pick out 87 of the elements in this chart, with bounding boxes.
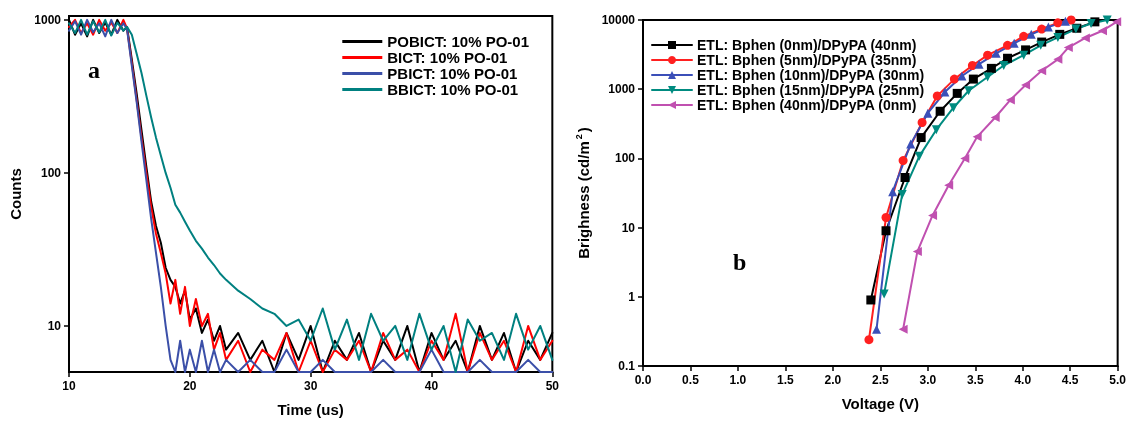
legend-label: ETL: Bphen (10nm)/DPyPA (30nm) — [697, 67, 925, 83]
point — [1026, 29, 1036, 39]
legend-label: BBICT: 10% PO-01 — [387, 81, 519, 98]
point — [898, 324, 908, 334]
point — [999, 61, 1009, 70]
point — [1003, 40, 1013, 50]
point — [881, 212, 891, 222]
x-tick-label: 50 — [545, 379, 560, 393]
point — [866, 295, 876, 305]
x-tick-label: 1.0 — [729, 373, 747, 387]
point — [1019, 31, 1029, 41]
point — [1066, 15, 1076, 25]
legend-label: ETL: Bphen (5nm)/DPyPA (35nm) — [697, 52, 917, 68]
y-tick-label: 1000 — [608, 82, 636, 97]
x-tick-label: 30 — [303, 379, 318, 393]
point — [983, 50, 993, 60]
x-tick-label: 2.5 — [871, 373, 889, 387]
x-tick-label: 5.0 — [1109, 373, 1127, 387]
x-axis-title: Voltage (V) — [841, 395, 919, 412]
point — [949, 74, 959, 84]
point — [898, 156, 908, 166]
point — [864, 335, 874, 345]
x-tick-label: 3.5 — [966, 373, 984, 387]
legend-label: BICT: 10% PO-01 — [387, 49, 508, 66]
x-tick-label: 4.0 — [1014, 373, 1032, 387]
point — [964, 86, 974, 96]
point — [1043, 22, 1053, 32]
y-tick-label: 1000 — [34, 12, 62, 27]
y-tick-label: 10 — [621, 220, 636, 235]
point — [957, 71, 967, 81]
point — [923, 108, 933, 118]
point — [986, 63, 996, 73]
point — [932, 91, 942, 101]
legend-label: ETL: Bphen (15nm)/DPyPA (25nm) — [697, 82, 925, 98]
point — [1097, 26, 1107, 36]
point — [1086, 19, 1096, 28]
x-tick-label: 0.0 — [634, 373, 652, 387]
point — [1021, 80, 1031, 90]
point — [1053, 18, 1063, 28]
point — [972, 132, 982, 142]
point — [897, 190, 907, 200]
x-tick-label: 40 — [424, 379, 439, 393]
legend-label: PBICT: 10% PO-01 — [387, 65, 518, 82]
y-axis-title: Brighness (cd/m2) — [574, 127, 592, 259]
x-tick-label: 4.5 — [1061, 373, 1079, 387]
x-tick-label: 10 — [62, 379, 76, 393]
point — [952, 88, 962, 98]
point — [968, 74, 978, 84]
point — [991, 48, 1001, 58]
point — [912, 247, 922, 257]
point — [935, 106, 945, 116]
point — [900, 172, 910, 182]
y-tick-label: 1 — [628, 289, 636, 304]
y-tick-label: 100 — [40, 165, 62, 180]
legend-label: ETL: Bphen (0nm)/DPyPA (40nm) — [697, 37, 917, 53]
x-axis-title: Time (us) — [277, 401, 344, 418]
x-tick-label: 3.0 — [919, 373, 937, 387]
x-tick-label: 0.5 — [682, 373, 700, 387]
point — [1060, 16, 1070, 26]
point — [928, 210, 938, 220]
point — [1005, 95, 1015, 105]
point — [940, 87, 950, 97]
point — [974, 59, 984, 69]
x-tick-label: 1.5 — [777, 373, 795, 387]
legend-label: ETL: Bphen (40nm)/DPyPA (0nm) — [697, 97, 917, 113]
point — [881, 226, 891, 236]
point — [1080, 33, 1090, 43]
point — [879, 289, 889, 299]
y-tick-label: 100 — [614, 151, 636, 166]
point — [1112, 17, 1122, 27]
y-tick-label: 0.1 — [618, 359, 636, 373]
x-tick-label: 2.0 — [824, 373, 842, 387]
x-tick-label: 20 — [183, 379, 197, 393]
annotation: a — [88, 57, 100, 83]
y-axis-title: Counts — [7, 168, 24, 220]
y-tick-label: 10000 — [601, 13, 636, 27]
point — [1009, 38, 1019, 48]
point — [917, 118, 927, 128]
legend-label: POBICT: 10% PO-01 — [387, 33, 530, 50]
y-tick-label: 10 — [47, 318, 62, 333]
point — [967, 61, 977, 70]
point — [1063, 43, 1073, 53]
point — [931, 125, 941, 135]
point — [916, 133, 926, 143]
point — [990, 113, 1000, 122]
point — [948, 103, 958, 113]
annotation: b — [733, 249, 747, 275]
